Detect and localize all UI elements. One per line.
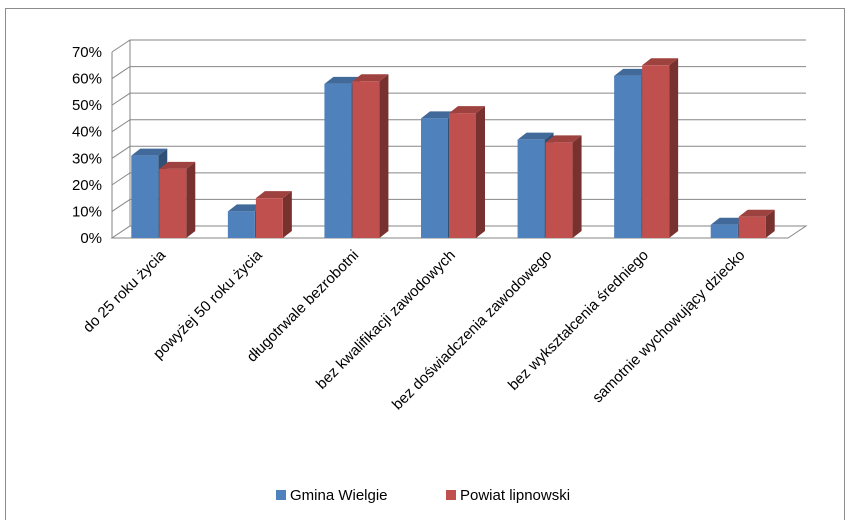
bar-front	[738, 216, 766, 238]
y-tick-label: 60%	[72, 71, 102, 88]
x-category-label: długotrwale bezrobotni	[244, 247, 363, 366]
bar-top	[517, 132, 554, 140]
bar-front	[324, 83, 352, 238]
bar-top	[614, 68, 651, 76]
bar-front	[449, 113, 476, 238]
bar-top	[738, 209, 775, 217]
gridline	[111, 39, 806, 53]
y-tick-label: 30%	[72, 150, 102, 167]
y-tick-label: 20%	[72, 177, 102, 194]
gridline	[111, 66, 806, 79]
bar-side	[476, 106, 485, 238]
bar-top	[421, 111, 457, 119]
bar-front	[421, 118, 448, 238]
x-category-label: powyżej 50 roku życia	[150, 246, 266, 362]
bar-side	[669, 58, 679, 239]
bar-powiat-lipnowski	[352, 74, 389, 238]
chart-frame	[5, 8, 845, 520]
y-tick-label: 50%	[72, 97, 102, 114]
bar-powiat-lipnowski	[449, 106, 485, 238]
bar-powiat-lipnowski	[159, 161, 196, 238]
bar-front	[131, 155, 159, 238]
bar-top	[324, 76, 361, 84]
legend-swatch-gmina-wielgie	[276, 490, 286, 500]
y-tick-label: 40%	[72, 124, 102, 141]
bar-layer	[131, 58, 775, 239]
bar-side	[379, 74, 389, 238]
bar-side	[282, 191, 292, 238]
x-category-label: do 25 roku życia	[80, 246, 170, 336]
gridline	[111, 92, 806, 106]
bar-front	[255, 198, 283, 238]
bar-top	[642, 58, 679, 66]
bar-powiat-lipnowski	[642, 58, 679, 239]
y-tick-label: 70%	[72, 44, 102, 61]
bar-front	[159, 168, 187, 238]
bar-top	[159, 161, 196, 169]
legend-label-gmina-wielgie: Gmina Wielgie	[290, 487, 388, 504]
y-tick-label: 0%	[80, 230, 102, 247]
bar-powiat-lipnowski	[545, 135, 582, 238]
bar-front	[614, 75, 642, 239]
bar-top	[255, 191, 292, 199]
bar-top	[545, 135, 582, 143]
bar-top	[131, 148, 168, 156]
x-category-label: samotnie wychowujący dziecko	[589, 247, 748, 406]
bar-front	[517, 139, 545, 238]
bar-side	[765, 209, 775, 238]
bar-front	[710, 224, 738, 238]
bar-front	[642, 65, 670, 239]
bar-top	[710, 217, 747, 225]
legend-label-powiat-lipnowski: Powiat lipnowski	[460, 487, 570, 504]
bar-powiat-lipnowski	[255, 191, 292, 238]
bar-front	[227, 211, 255, 238]
bar-powiat-lipnowski	[738, 209, 775, 238]
bar-front	[352, 81, 380, 238]
y-tick-label: 10%	[72, 203, 102, 220]
legend-swatch-powiat-lipnowski	[446, 490, 456, 500]
bar-front	[545, 142, 573, 238]
bar-top	[449, 106, 485, 114]
bar-top	[352, 74, 389, 82]
x-category-label: bez doświadczenia zawodowego	[389, 247, 556, 414]
bar-side	[572, 135, 582, 238]
legend: Gmina Wielgie Powiat lipnowski	[276, 487, 570, 504]
bar-top	[227, 204, 264, 212]
bar-side	[186, 161, 196, 238]
